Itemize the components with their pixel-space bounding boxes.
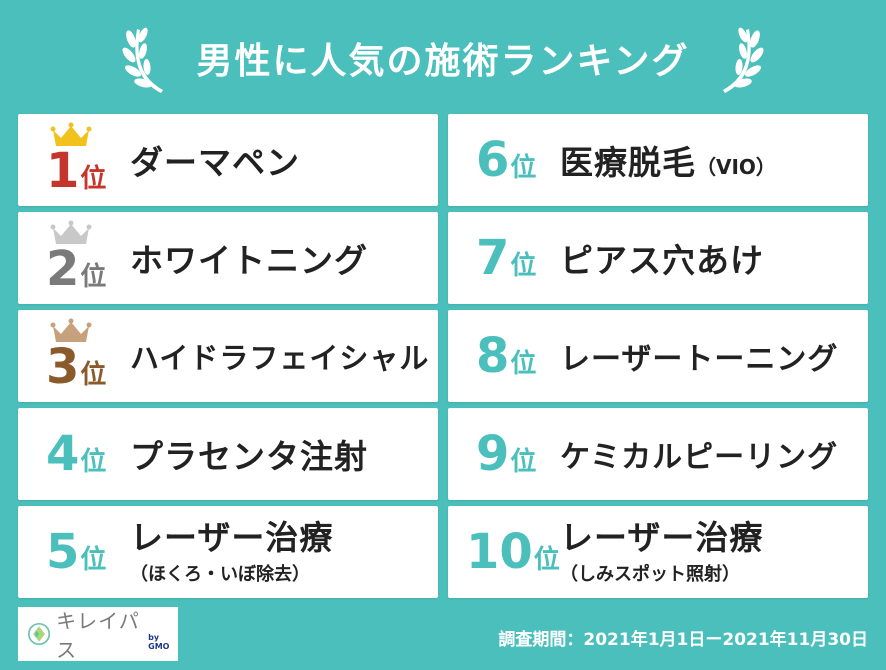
rank-card-7: 7 位 ピアス穴あけ — [448, 212, 868, 304]
rank-suffix: 位 — [533, 545, 560, 575]
treatment-name-line: 医療脱毛（VIO） — [560, 136, 776, 184]
gold-crown-icon — [50, 122, 92, 146]
header: 男性に人気の施術ランキング — [0, 18, 886, 98]
rank-number: 10 — [466, 524, 533, 580]
treatment-subtitle: （ほくろ・いぼ除去） — [130, 564, 310, 585]
rank-suffix: 位 — [80, 164, 107, 195]
rank-card-3: 3 位 ハイドラフェイシャル — [18, 310, 438, 402]
treatment-name-suffix: （VIO） — [696, 155, 776, 179]
rank-card-2: 2 位 ホワイトニング — [18, 212, 438, 304]
rank-number: 7 — [476, 230, 510, 286]
treatment-name: レーザー治療 — [560, 518, 764, 557]
rank-suffix: 位 — [80, 262, 107, 293]
rank-suffix: 位 — [510, 447, 537, 477]
laurel-right-icon — [723, 27, 764, 93]
page-title: 男性に人気の施術ランキング — [196, 41, 690, 82]
rank-number: 6 — [476, 132, 510, 188]
logo-by-gmo: by GMO — [148, 633, 170, 651]
rank-card-1: 1 位 ダーマペン — [18, 114, 438, 206]
treatment-name: ホワイトニング — [130, 241, 368, 280]
rank-card-9: 9 位 ケミカルピーリング — [448, 408, 868, 500]
rank-suffix: 位 — [510, 251, 537, 281]
treatment-name: プラセンタ注射 — [130, 437, 368, 476]
treatment-name: 医療脱毛 — [560, 143, 696, 182]
rank-suffix: 位 — [80, 360, 107, 391]
bronze-crown-icon — [50, 318, 92, 342]
survey-period: 調査期間：2021年1月1日ー2021年11月30日 — [498, 630, 868, 650]
treatment-name-block: レーザー治療 （ほくろ・いぼ除去） — [130, 518, 333, 586]
treatment-subtitle: （しみスポット照射） — [560, 564, 740, 585]
rank-suffix: 位 — [80, 545, 107, 575]
rank-card-4: 4 位 プラセンタ注射 — [18, 408, 438, 500]
rank-suffix: 位 — [510, 153, 537, 183]
treatment-name: ダーマペン — [130, 143, 300, 182]
silver-crown-icon — [50, 220, 92, 244]
rank-number: 5 — [46, 524, 80, 580]
rank-number: 3 — [46, 339, 80, 396]
kireipass-logo-icon — [28, 622, 51, 646]
rank-number: 8 — [476, 328, 510, 384]
treatment-name: ハイドラフェイシャル — [130, 341, 430, 375]
rank-number: 2 — [46, 241, 80, 298]
rank-card-8: 8 位 レーザートーニング — [448, 310, 868, 402]
rank-suffix: 位 — [80, 447, 107, 477]
rank-card-6: 6 位 医療脱毛（VIO） — [448, 114, 868, 206]
rank-number: 9 — [476, 426, 510, 482]
rank-suffix: 位 — [510, 349, 537, 379]
rank-card-10: 10 位 レーザー治療 （しみスポット照射） — [448, 506, 868, 598]
rank-card-5: 5 位 レーザー治療 （ほくろ・いぼ除去） — [18, 506, 438, 598]
rank-number: 4 — [46, 426, 80, 482]
rank-number: 1 — [46, 143, 80, 200]
treatment-name: ケミカルピーリング — [560, 440, 839, 475]
laurel-left-icon — [121, 27, 163, 93]
brand-logo: キレイパス by GMO — [18, 607, 178, 662]
treatment-name: レーザー治療 — [130, 518, 334, 557]
treatment-name-block: レーザー治療 （しみスポット照射） — [560, 518, 763, 586]
logo-text: キレイパス — [56, 609, 140, 662]
treatment-name: ピアス穴あけ — [560, 241, 764, 280]
treatment-name: レーザートーニング — [560, 342, 839, 377]
